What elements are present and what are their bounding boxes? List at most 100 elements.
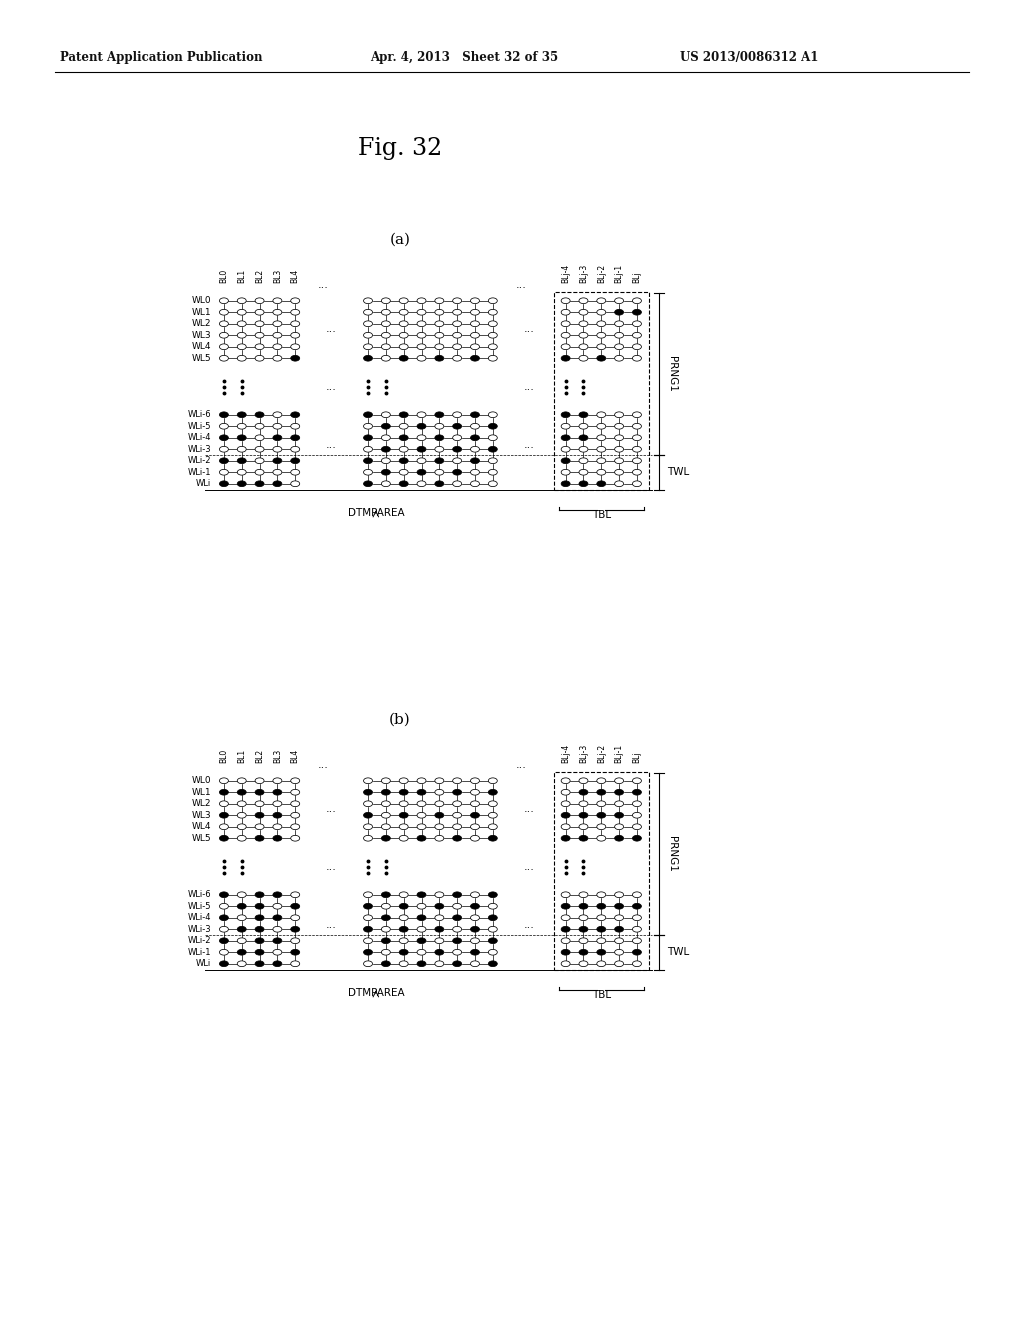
Ellipse shape xyxy=(399,892,409,898)
Text: BL1: BL1 xyxy=(238,748,246,763)
Ellipse shape xyxy=(435,309,443,315)
Ellipse shape xyxy=(364,321,373,326)
Text: WL2: WL2 xyxy=(191,319,211,329)
Text: BLj-1: BLj-1 xyxy=(614,744,624,763)
Ellipse shape xyxy=(399,777,409,784)
Ellipse shape xyxy=(470,355,479,362)
Ellipse shape xyxy=(291,789,300,795)
Ellipse shape xyxy=(273,961,282,966)
Ellipse shape xyxy=(488,345,498,350)
Ellipse shape xyxy=(597,480,606,487)
Ellipse shape xyxy=(381,892,390,898)
Ellipse shape xyxy=(470,939,479,944)
Ellipse shape xyxy=(597,801,606,807)
Ellipse shape xyxy=(453,927,462,932)
Ellipse shape xyxy=(488,298,498,304)
Ellipse shape xyxy=(435,777,443,784)
Ellipse shape xyxy=(453,789,462,795)
Ellipse shape xyxy=(633,355,641,362)
Ellipse shape xyxy=(614,345,624,350)
Ellipse shape xyxy=(633,903,641,909)
Ellipse shape xyxy=(255,892,264,898)
Ellipse shape xyxy=(453,939,462,944)
Ellipse shape xyxy=(453,824,462,830)
Text: WLi-2: WLi-2 xyxy=(187,457,211,465)
Ellipse shape xyxy=(381,915,390,920)
Ellipse shape xyxy=(579,812,588,818)
Ellipse shape xyxy=(381,424,390,429)
Ellipse shape xyxy=(579,412,588,417)
Ellipse shape xyxy=(453,470,462,475)
Ellipse shape xyxy=(488,412,498,417)
Ellipse shape xyxy=(614,812,624,818)
Ellipse shape xyxy=(488,333,498,338)
Ellipse shape xyxy=(381,777,390,784)
Ellipse shape xyxy=(364,355,373,362)
Ellipse shape xyxy=(381,812,390,818)
Ellipse shape xyxy=(579,824,588,830)
Ellipse shape xyxy=(435,470,443,475)
Ellipse shape xyxy=(399,824,409,830)
Text: WLi-5: WLi-5 xyxy=(187,422,211,430)
Ellipse shape xyxy=(219,458,228,463)
Text: WL0: WL0 xyxy=(191,776,211,785)
Ellipse shape xyxy=(561,309,570,315)
Text: ...: ... xyxy=(524,441,535,450)
Ellipse shape xyxy=(614,949,624,956)
Text: WL1: WL1 xyxy=(191,308,211,317)
Ellipse shape xyxy=(238,345,246,350)
Ellipse shape xyxy=(291,333,300,338)
Ellipse shape xyxy=(470,836,479,841)
Ellipse shape xyxy=(488,480,498,487)
Ellipse shape xyxy=(238,333,246,338)
Ellipse shape xyxy=(597,355,606,362)
Ellipse shape xyxy=(273,333,282,338)
Text: BL4: BL4 xyxy=(291,269,300,282)
Ellipse shape xyxy=(488,424,498,429)
Ellipse shape xyxy=(219,412,228,417)
Ellipse shape xyxy=(273,309,282,315)
Ellipse shape xyxy=(633,927,641,932)
Ellipse shape xyxy=(561,801,570,807)
Ellipse shape xyxy=(417,345,426,350)
Ellipse shape xyxy=(381,446,390,453)
Ellipse shape xyxy=(488,892,498,898)
Text: ...: ... xyxy=(327,325,337,334)
Ellipse shape xyxy=(381,801,390,807)
Ellipse shape xyxy=(255,824,264,830)
Ellipse shape xyxy=(399,434,409,441)
Ellipse shape xyxy=(364,777,373,784)
Ellipse shape xyxy=(399,949,409,956)
Ellipse shape xyxy=(470,321,479,326)
Ellipse shape xyxy=(579,480,588,487)
Ellipse shape xyxy=(597,824,606,830)
Text: WLi-3: WLi-3 xyxy=(187,925,211,933)
Ellipse shape xyxy=(238,470,246,475)
Ellipse shape xyxy=(470,412,479,417)
Ellipse shape xyxy=(597,298,606,304)
Ellipse shape xyxy=(399,836,409,841)
Ellipse shape xyxy=(597,777,606,784)
Ellipse shape xyxy=(561,333,570,338)
Ellipse shape xyxy=(633,961,641,966)
Ellipse shape xyxy=(238,412,246,417)
Ellipse shape xyxy=(579,961,588,966)
Ellipse shape xyxy=(633,892,641,898)
Ellipse shape xyxy=(238,801,246,807)
Text: ...: ... xyxy=(327,862,337,871)
Ellipse shape xyxy=(291,470,300,475)
Ellipse shape xyxy=(273,927,282,932)
Ellipse shape xyxy=(470,801,479,807)
Ellipse shape xyxy=(579,927,588,932)
Ellipse shape xyxy=(381,927,390,932)
Ellipse shape xyxy=(614,424,624,429)
Text: ...: ... xyxy=(524,862,535,871)
Ellipse shape xyxy=(470,470,479,475)
Ellipse shape xyxy=(453,298,462,304)
Ellipse shape xyxy=(453,446,462,453)
Ellipse shape xyxy=(435,915,443,920)
Ellipse shape xyxy=(488,355,498,362)
Text: BLj: BLj xyxy=(633,272,641,282)
Ellipse shape xyxy=(561,836,570,841)
Ellipse shape xyxy=(435,892,443,898)
